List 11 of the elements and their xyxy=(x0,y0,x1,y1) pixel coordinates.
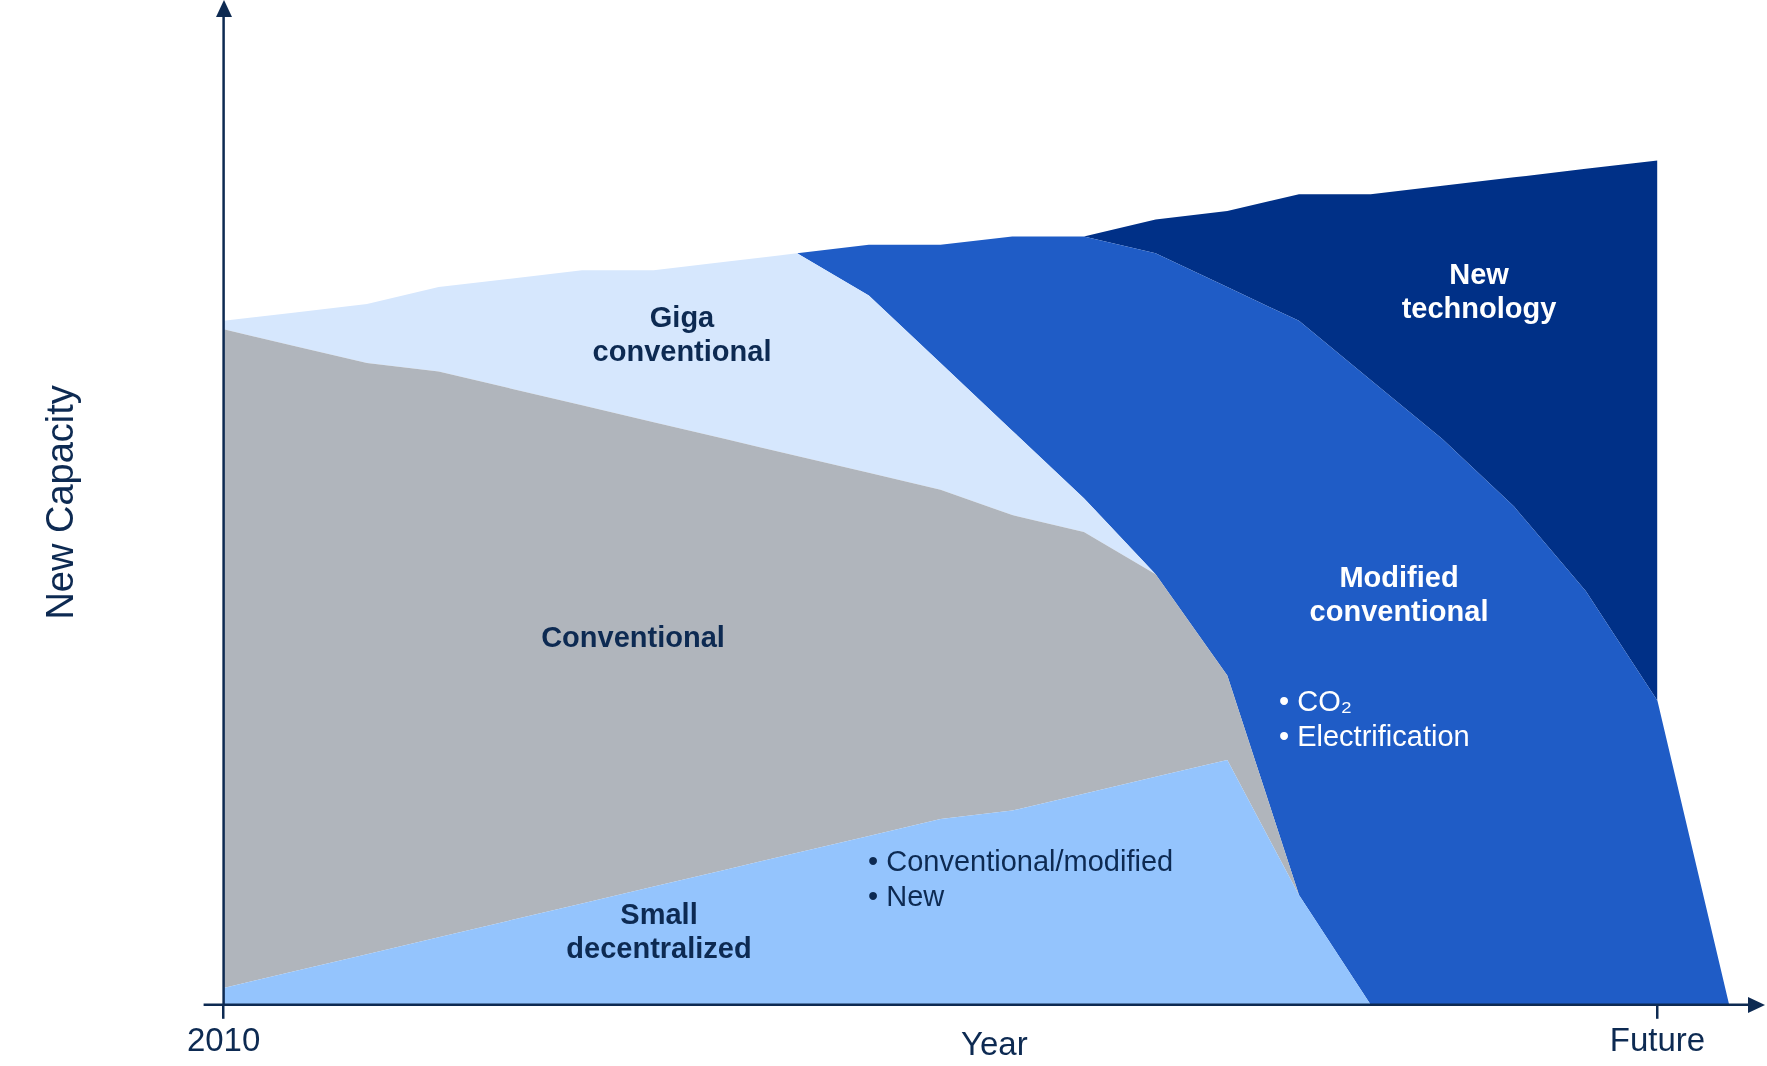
series-label: Conventional xyxy=(541,621,725,653)
series-label: New technology xyxy=(1401,258,1557,324)
annotation: • CO₂ • Electrification xyxy=(1279,684,1470,752)
x-axis-title: Year xyxy=(960,1025,1028,1063)
series-label: Modified conventional xyxy=(1309,561,1489,627)
series-label: Giga conventional xyxy=(592,301,772,367)
annotation: • Conventional/modified • New xyxy=(868,844,1174,912)
y-axis-title: New Capacity xyxy=(39,385,82,620)
x-tick-label: 2010 xyxy=(186,1020,261,1058)
series-label: Small decentralized xyxy=(566,898,752,964)
x-tick-label: Future xyxy=(1609,1020,1706,1058)
